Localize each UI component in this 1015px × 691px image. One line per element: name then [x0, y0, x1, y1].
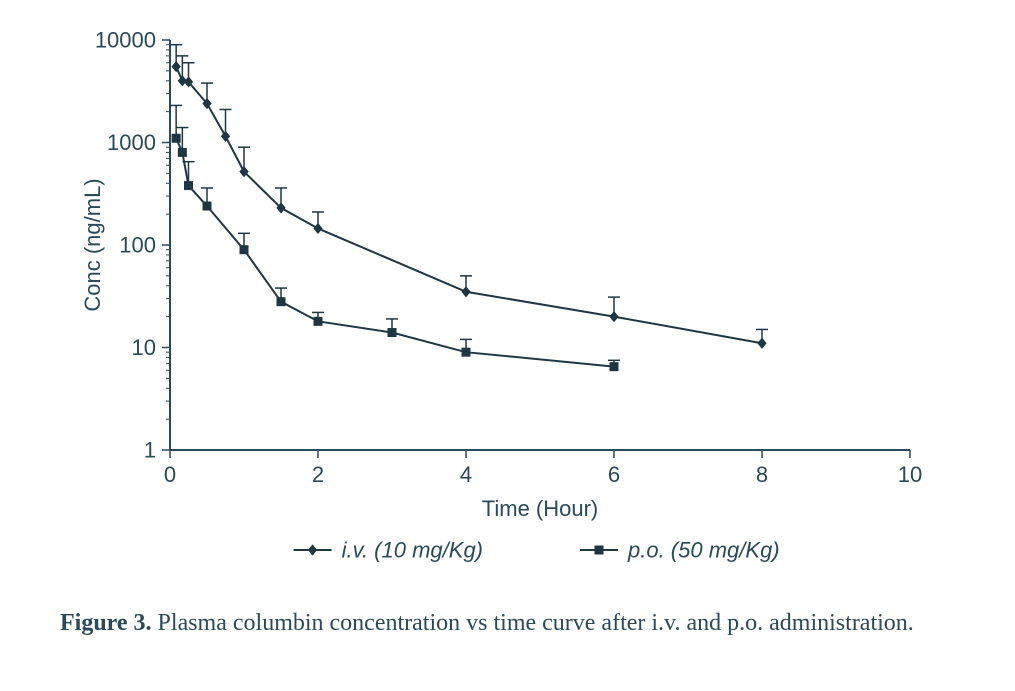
- figure-text: Plasma columbin concentration vs time cu…: [152, 610, 914, 636]
- marker-po: [203, 202, 211, 210]
- legend-label-po: p.o. (50 mg/Kg): [627, 538, 780, 563]
- y-tick-label: 10: [132, 335, 156, 360]
- y-tick-label: 10000: [95, 28, 156, 53]
- marker-po: [172, 134, 180, 142]
- pk-chart: 0 2 4 6 8 10 Time (Hour) 1 10 100 1000 10000 Conc (n…: [80, 20, 935, 580]
- marker-po: [388, 329, 396, 337]
- legend-label-iv: i.v. (10 mg/Kg): [342, 538, 483, 563]
- marker-po: [185, 182, 193, 190]
- marker-po: [178, 148, 186, 156]
- y-tick-label: 100: [119, 233, 156, 258]
- y-tick-label: 1: [144, 438, 156, 463]
- x-tick-label: 0: [164, 462, 176, 487]
- legend-marker-po: [595, 546, 603, 554]
- chart-svg: 0 2 4 6 8 10 Time (Hour) 1 10 100 1000 10000 Conc (n…: [80, 20, 935, 580]
- x-tick-label: 2: [312, 462, 324, 487]
- figure-caption: Figure 3. Plasma columbin concentration …: [60, 608, 955, 638]
- marker-po: [277, 298, 285, 306]
- marker-po: [610, 363, 618, 371]
- marker-po: [462, 348, 470, 356]
- marker-po: [314, 317, 322, 325]
- x-tick-label: 8: [756, 462, 768, 487]
- marker-po: [240, 246, 248, 254]
- x-tick-label: 6: [608, 462, 620, 487]
- x-tick-label: 4: [460, 462, 472, 487]
- figure-label: Figure 3.: [60, 610, 152, 636]
- x-axis-label: Time (Hour): [482, 496, 599, 521]
- y-axis-label: Conc (ng/mL): [80, 178, 105, 311]
- page: 0 2 4 6 8 10 Time (Hour) 1 10 100 1000 10000 Conc (n…: [0, 0, 1015, 691]
- x-tick-label: 10: [898, 462, 922, 487]
- y-tick-label: 1000: [107, 130, 156, 155]
